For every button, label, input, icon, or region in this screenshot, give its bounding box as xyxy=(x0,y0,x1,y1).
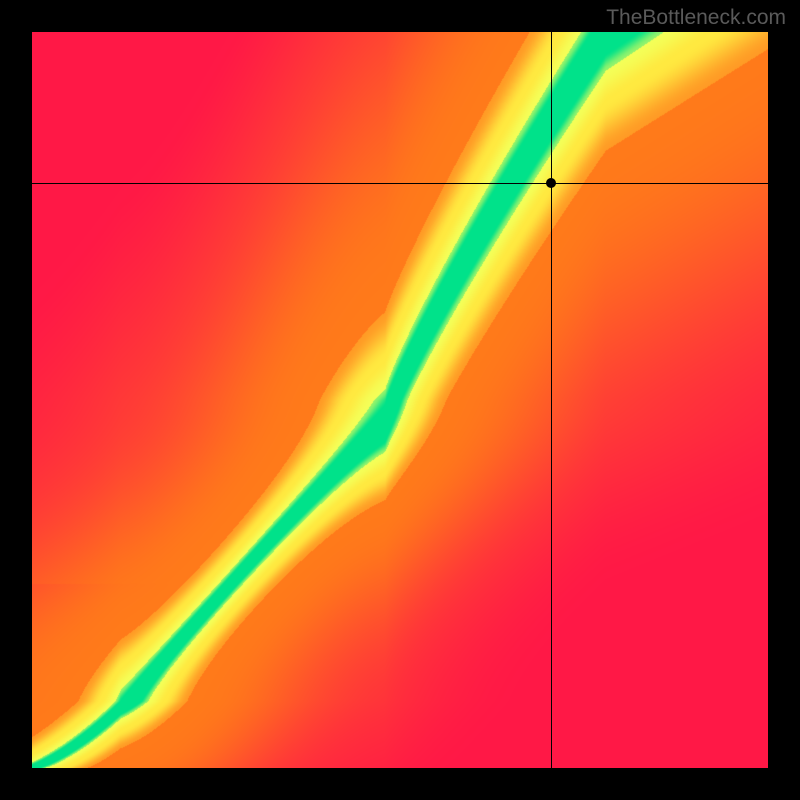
chart-root: TheBottleneck.com xyxy=(0,0,800,800)
watermark-text: TheBottleneck.com xyxy=(606,6,786,30)
crosshair-vertical xyxy=(551,32,552,768)
crosshair-horizontal xyxy=(32,183,768,184)
crosshair-marker xyxy=(546,178,556,188)
plot-area xyxy=(32,32,768,768)
heatmap-canvas xyxy=(32,32,768,768)
